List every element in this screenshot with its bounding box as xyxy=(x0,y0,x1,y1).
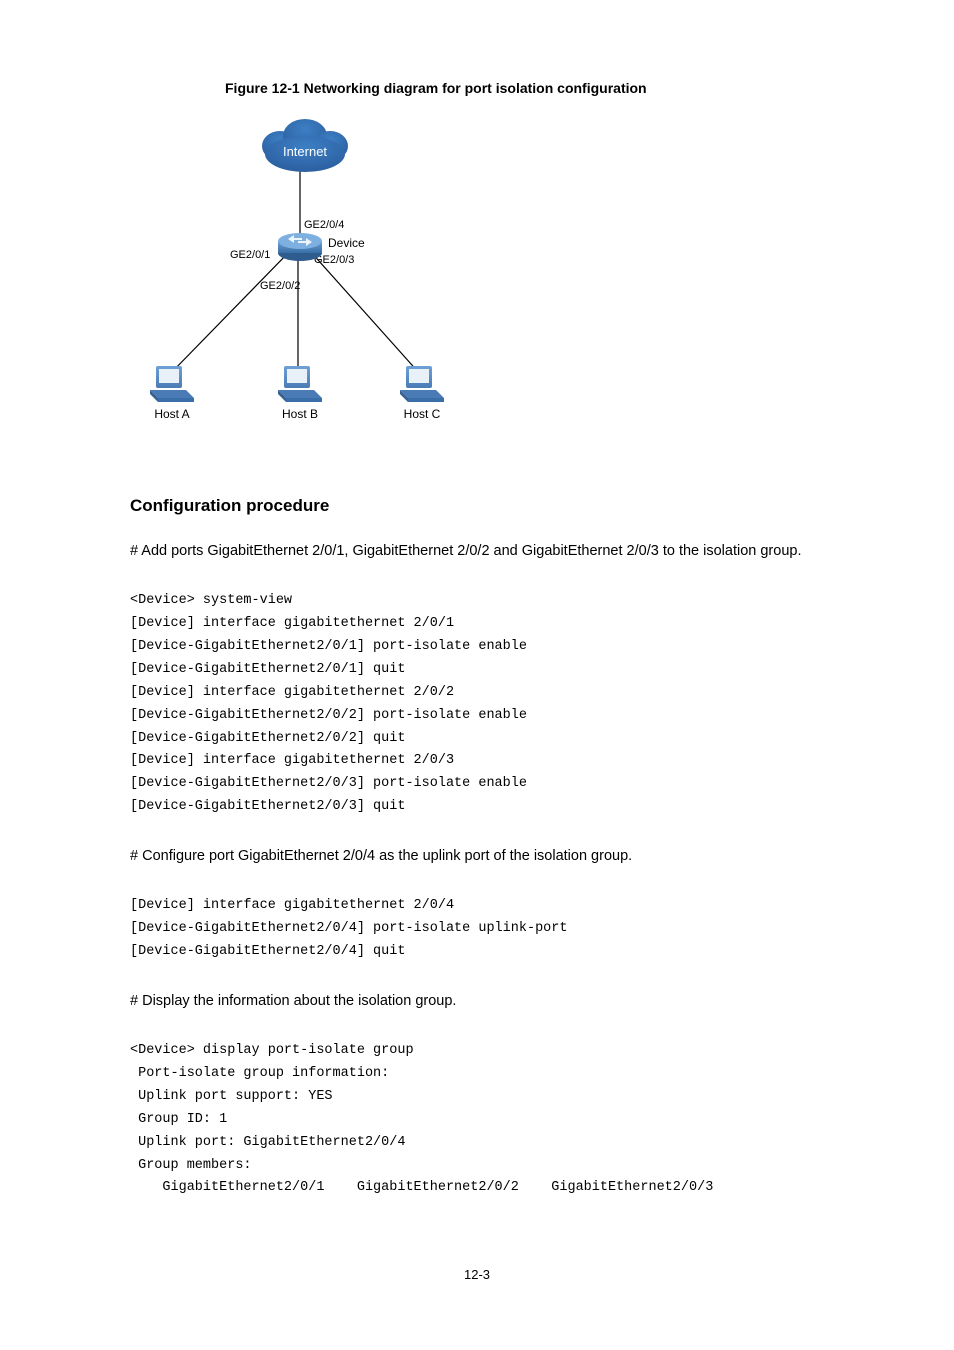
line-device-hosta xyxy=(170,251,290,374)
internet-cloud: Internet xyxy=(262,119,348,172)
host-c-icon xyxy=(400,366,444,402)
device-label: Device xyxy=(328,236,365,250)
host-b-label: Host B xyxy=(282,407,318,421)
host-c-label: Host C xyxy=(404,407,441,421)
port-label-ge4: GE2/0/4 xyxy=(304,219,344,231)
figure-caption-text: Networking diagram for port isolation co… xyxy=(304,80,647,96)
host-a-icon xyxy=(150,366,194,402)
diagram-svg: Internet GE2/0/4 GE2/0/1 GE2/0/2 GE2/0/3… xyxy=(130,116,470,436)
network-diagram: Internet GE2/0/4 GE2/0/1 GE2/0/2 GE2/0/3… xyxy=(130,116,470,436)
cli-block-3: <Device> display port-isolate group Port… xyxy=(130,1040,824,1201)
step1-text: # Add ports GigabitEthernet 2/0/1, Gigab… xyxy=(130,536,824,568)
section-heading: Configuration procedure xyxy=(130,496,824,516)
step2-text: # Configure port GigabitEthernet 2/0/4 a… xyxy=(130,841,824,873)
port-label-ge2: GE2/0/2 xyxy=(260,280,300,292)
cli-block-1: <Device> system-view [Device] interface … xyxy=(130,590,824,819)
cli-block-2: [Device] interface gigabitethernet 2/0/4… xyxy=(130,895,824,964)
port-label-ge1: GE2/0/1 xyxy=(230,249,270,261)
line-device-hostc xyxy=(310,251,420,374)
host-a-label: Host A xyxy=(154,407,189,421)
page-number: 12-3 xyxy=(0,1267,954,1282)
step3-text: # Display the information about the isol… xyxy=(130,986,824,1018)
internet-label: Internet xyxy=(283,144,327,159)
host-b-icon xyxy=(278,366,322,402)
figure-caption: Figure 12-1 Networking diagram for port … xyxy=(225,80,824,96)
device-icon xyxy=(278,233,322,261)
figure-number: Figure 12-1 xyxy=(225,80,300,96)
